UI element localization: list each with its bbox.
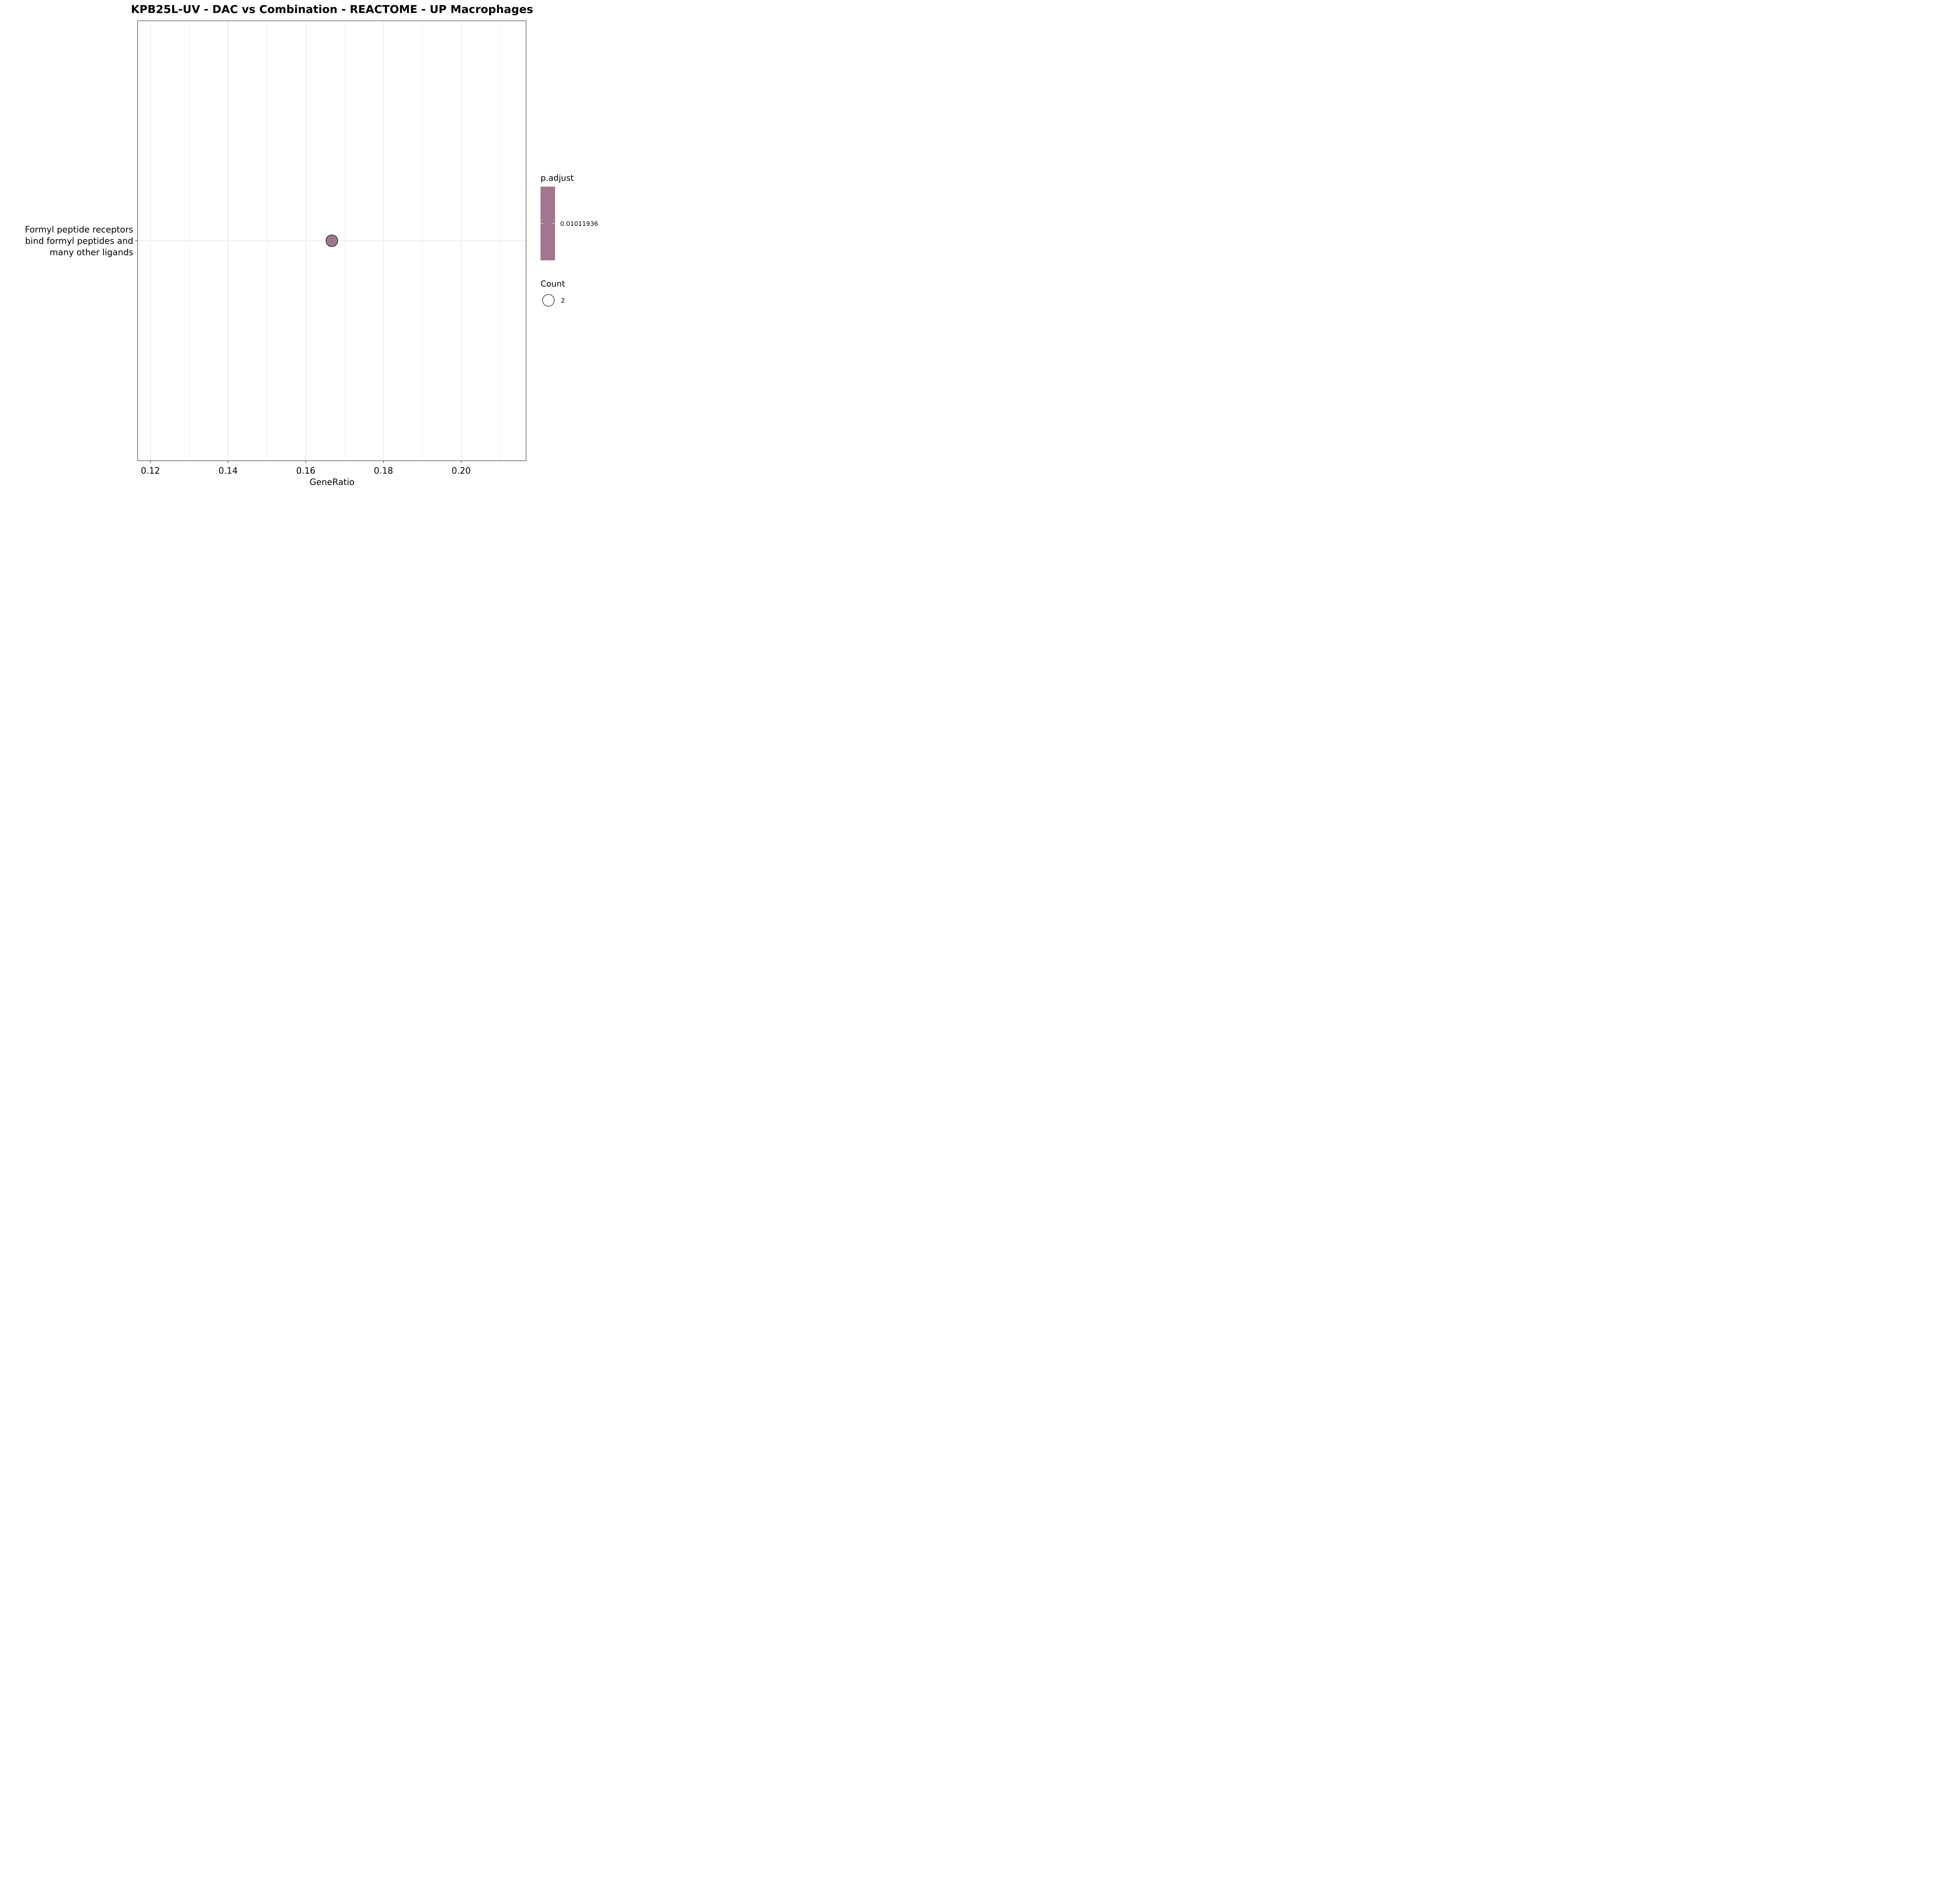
color-legend-title: p.adjust [541,173,574,183]
color-legend: p.adjust 0.01011936 [541,173,598,260]
size-legend-label: 2 [561,297,565,304]
chart-figure: KPB25L-UV - DAC vs Combination - REACTOM… [0,0,611,489]
grid-lines [138,21,526,461]
data-points [325,234,338,247]
dot-plot: KPB25L-UV - DAC vs Combination - REACTOM… [25,3,598,487]
x-tick-label: 0.14 [218,466,238,476]
size-legend-circle [542,294,555,307]
x-tick-label: 0.18 [374,466,393,476]
size-legend: Count 2 [541,279,565,307]
y-category-label: Formyl peptide receptors bind formyl pept… [25,225,133,258]
colorbar-label: 0.01011936 [560,220,598,227]
x-tick-label: 0.20 [452,466,471,476]
data-point [325,234,338,247]
chart-title: KPB25L-UV - DAC vs Combination - REACTOM… [131,3,533,16]
x-axis-title: GeneRatio [310,478,355,487]
axes: 0.12 0.14 0.16 0.18 0.20 Formyl peptide recep… [25,225,471,476]
x-tick-label: 0.12 [141,466,160,476]
size-legend-title: Count [541,279,565,289]
x-tick-label: 0.16 [296,466,316,476]
